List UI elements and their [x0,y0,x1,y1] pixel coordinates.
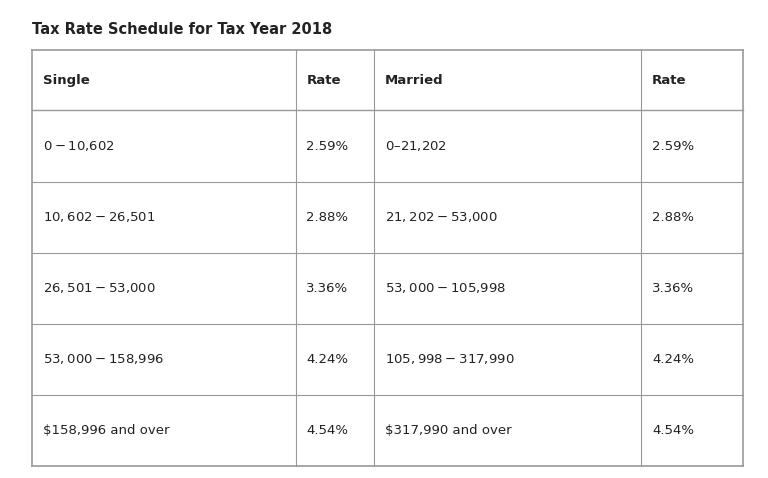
Text: Single: Single [43,74,90,87]
Text: Rate: Rate [306,74,341,87]
Text: $21,202 - $53,000: $21,202 - $53,000 [385,210,498,224]
Text: 2.59%: 2.59% [306,140,349,152]
Text: 4.54%: 4.54% [306,424,349,437]
Text: $10,602 - $26,501: $10,602 - $26,501 [43,210,155,224]
Text: $158,996 and over: $158,996 and over [43,424,170,437]
Text: 2.59%: 2.59% [652,140,694,152]
Text: 4.24%: 4.24% [652,353,694,366]
Text: 2.88%: 2.88% [652,211,694,224]
Text: 4.24%: 4.24% [306,353,349,366]
Text: $317,990 and over: $317,990 and over [385,424,511,437]
Bar [32,50,743,466]
Text: $26,501 - $53,000: $26,501 - $53,000 [43,281,156,295]
Text: $53,000 - $158,996: $53,000 - $158,996 [43,352,164,366]
Text: 4.54%: 4.54% [652,424,694,437]
Text: 3.36%: 3.36% [652,282,694,295]
Text: 3.36%: 3.36% [306,282,349,295]
Text: Tax Rate Schedule for Tax Year 2018: Tax Rate Schedule for Tax Year 2018 [32,22,333,36]
Text: Rate: Rate [652,74,687,87]
Text: Married: Married [385,74,443,87]
Text: $0 - $10,602: $0 - $10,602 [43,139,114,153]
Text: $0 – $21,202: $0 – $21,202 [385,139,447,153]
Text: $53,000 - $105,998: $53,000 - $105,998 [385,281,506,295]
Text: $105,998 - $317,990: $105,998 - $317,990 [385,352,515,366]
Text: 2.88%: 2.88% [306,211,349,224]
